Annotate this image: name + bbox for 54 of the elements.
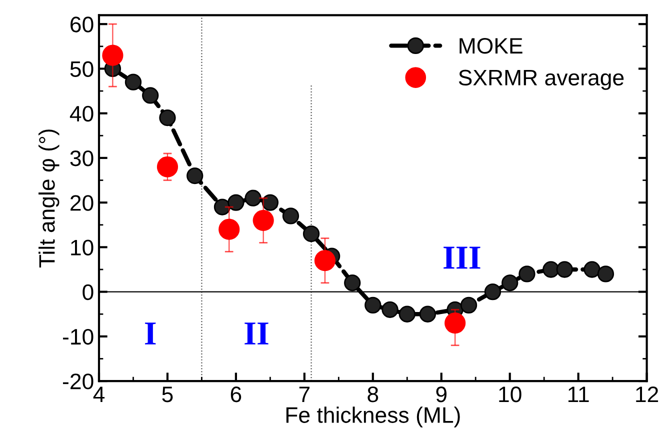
point [156, 156, 178, 178]
point [556, 261, 573, 278]
point [364, 296, 382, 314]
point [460, 296, 478, 314]
point [502, 274, 518, 292]
point [484, 283, 502, 300]
point [584, 261, 600, 278]
annotation: I [144, 322, 156, 344]
y-tick-label: 50 [70, 61, 94, 77]
x-tick-label: 10 [499, 386, 522, 402]
x-tick-label: 9 [436, 386, 446, 402]
y-tick-label: 20 [70, 195, 94, 211]
point [228, 194, 244, 211]
point [597, 266, 614, 282]
point [518, 266, 536, 282]
x-tick-label: 4 [93, 386, 105, 402]
point [186, 167, 204, 184]
y-tick-label: -10 [63, 328, 94, 345]
point [252, 210, 274, 231]
legend-label: SXRMR average [458, 70, 624, 90]
point [102, 44, 124, 66]
y-tick-label: 60 [70, 16, 94, 32]
point [142, 87, 159, 104]
x-tick-label: 7 [299, 386, 310, 402]
annotation: II [244, 322, 268, 344]
y-tick-label: 40 [70, 106, 94, 122]
y-tick-label: 10 [71, 240, 94, 256]
x-tick-label: 12 [636, 386, 658, 402]
point [314, 250, 336, 272]
legend-label: MOKE [460, 38, 522, 54]
y-tick-label: 30 [70, 150, 94, 166]
point [382, 301, 398, 318]
point [262, 194, 279, 211]
point [124, 74, 142, 90]
y-tick-label: -20 [63, 374, 94, 390]
x-tick-label: 6 [230, 386, 242, 402]
x-tick-label: 11 [568, 386, 589, 402]
annotation: III [444, 246, 480, 269]
point [419, 306, 436, 322]
point [214, 198, 231, 216]
point [398, 306, 416, 322]
x-tick-label: 8 [368, 386, 378, 402]
point [218, 218, 240, 240]
point [344, 274, 361, 292]
point [444, 312, 466, 334]
point [302, 225, 320, 242]
point [282, 208, 300, 224]
x-axis-title: Fe thickness (ML) [286, 406, 460, 428]
point [244, 190, 262, 206]
y-tick-label: 0 [82, 284, 94, 300]
x-tick-label: 5 [162, 386, 173, 402]
y-axis-title: Tilt angle φ (°) [38, 130, 60, 268]
point [159, 109, 176, 126]
point [542, 261, 560, 278]
